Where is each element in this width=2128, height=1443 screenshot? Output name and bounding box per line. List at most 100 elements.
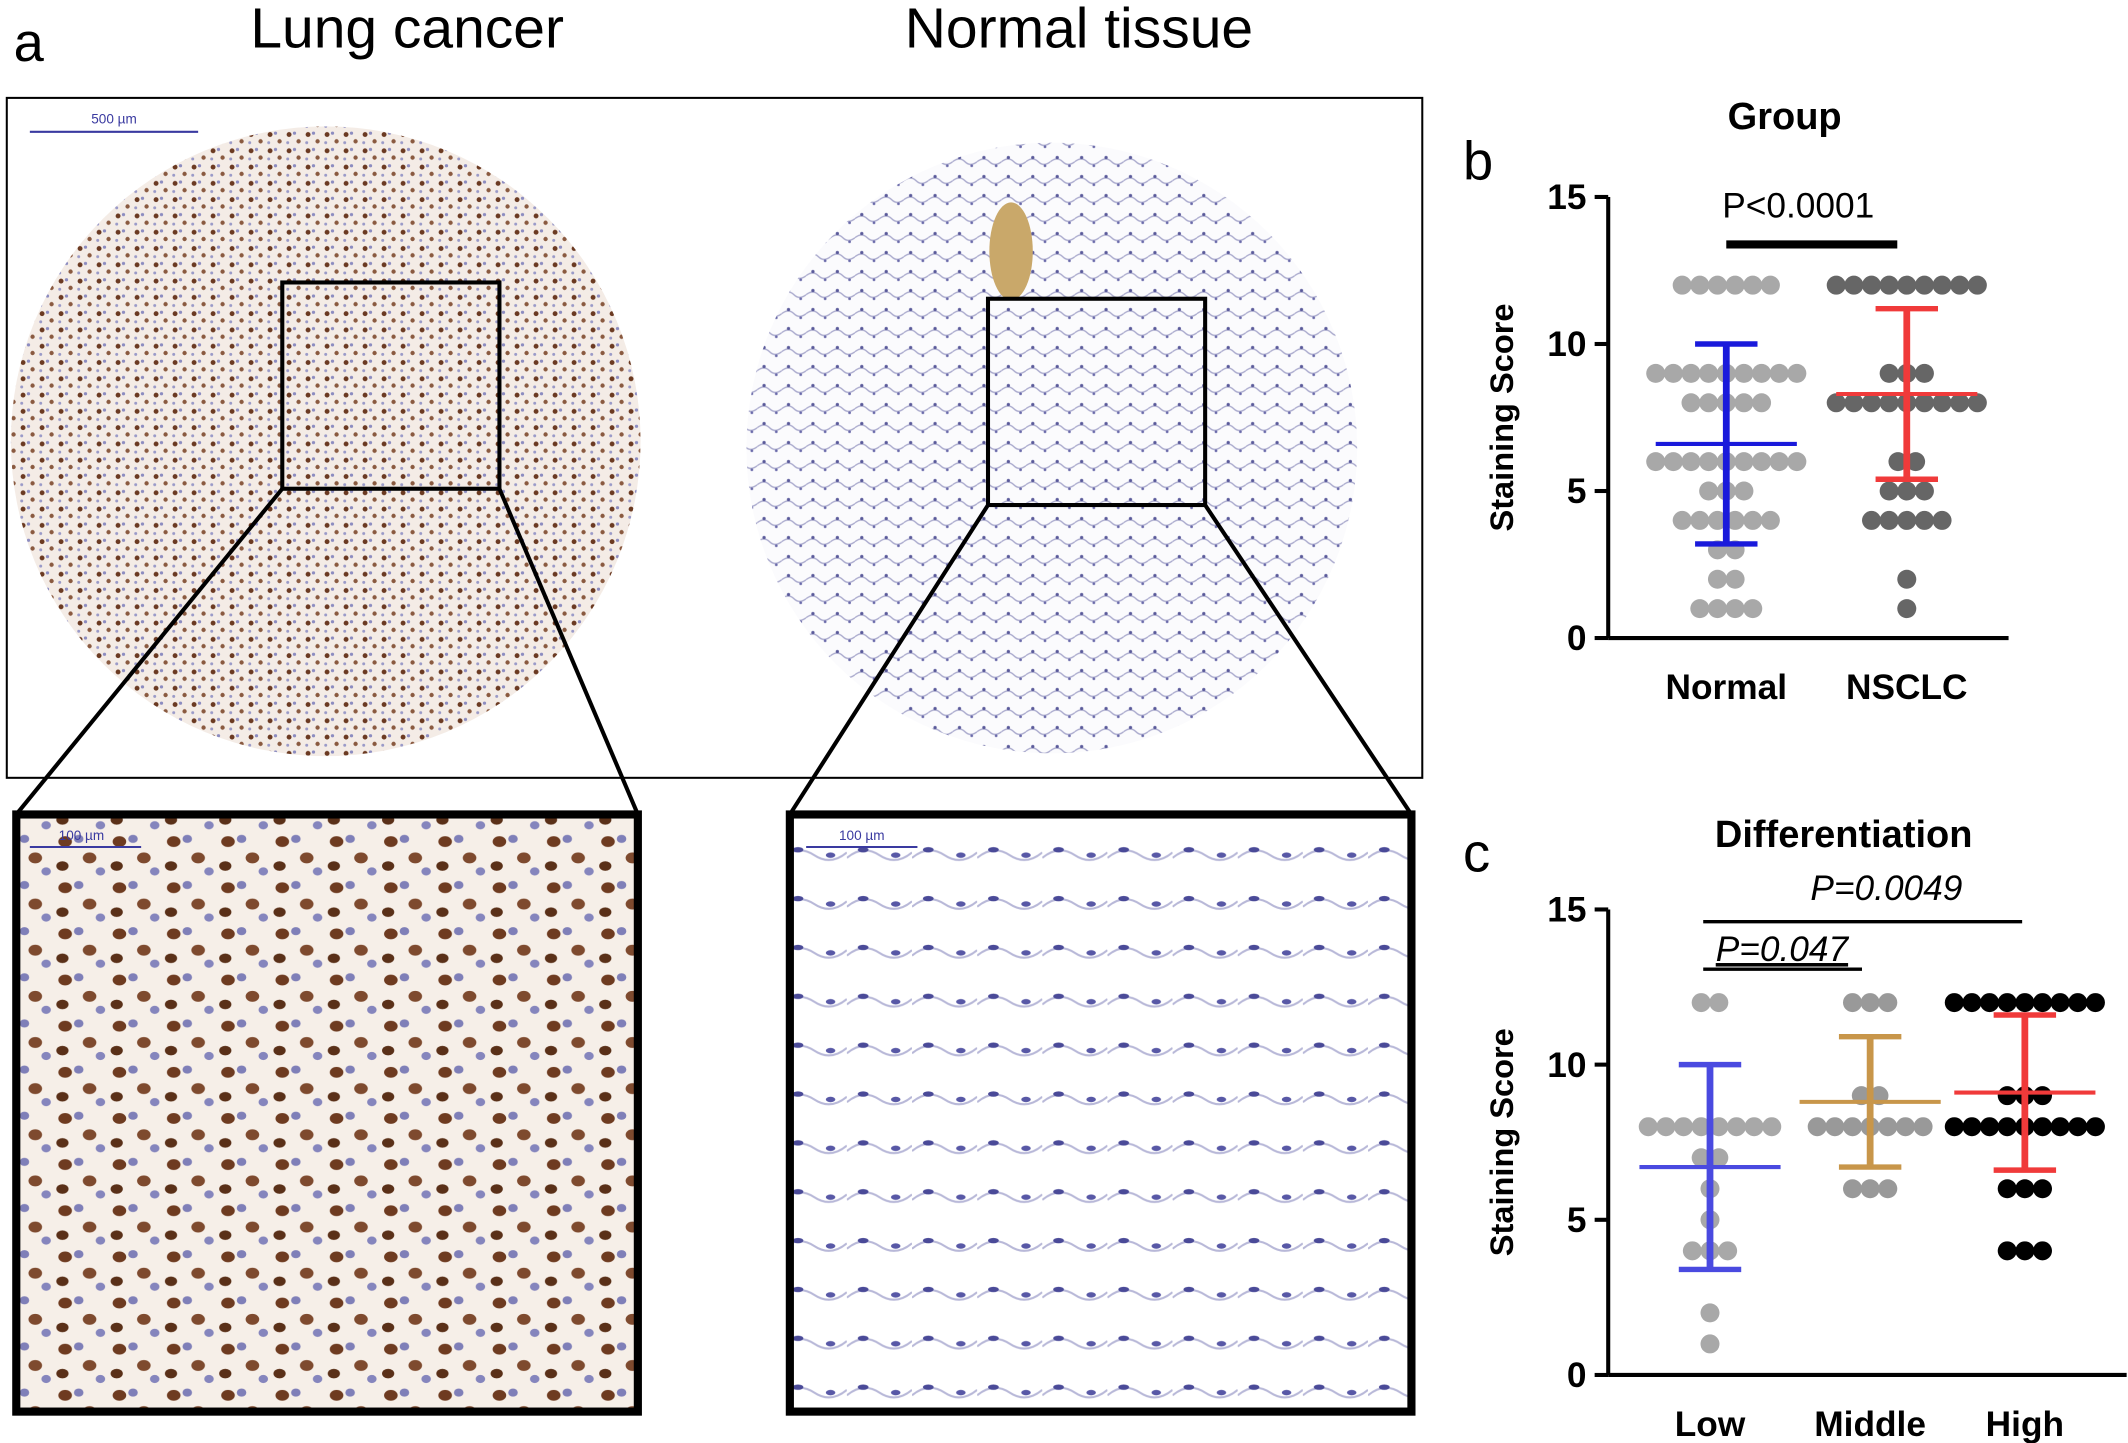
data-point	[1879, 275, 1899, 295]
data-point	[1997, 1117, 2017, 1137]
data-point	[1888, 452, 1908, 472]
data-point	[1826, 275, 1846, 295]
data-point	[1997, 1179, 2017, 1199]
y-tick-label: 15	[1547, 178, 1586, 217]
data-point	[1744, 1117, 1764, 1137]
panel-label: a	[14, 12, 45, 73]
data-point	[1699, 481, 1719, 501]
data-point	[1707, 510, 1727, 530]
data-point	[1734, 363, 1754, 383]
data-point	[1906, 452, 1926, 472]
data-point	[1707, 569, 1727, 589]
x-tick-label: High	[1986, 1405, 2064, 1443]
data-point	[1895, 1117, 1915, 1137]
data-point	[1691, 993, 1711, 1013]
data-point	[1944, 993, 1964, 1013]
tumor-zoom	[12, 810, 642, 1416]
data-point	[1932, 275, 1952, 295]
data-point	[1707, 599, 1727, 619]
data-point	[1914, 481, 1934, 501]
data-point	[1980, 1117, 2000, 1137]
data-point	[1807, 1117, 1827, 1137]
data-point	[1726, 1117, 1746, 1137]
data-point	[1932, 393, 1952, 413]
data-point	[1914, 393, 1934, 413]
data-point	[1862, 393, 1881, 413]
data-point	[1769, 363, 1789, 383]
data-point	[1752, 393, 1772, 413]
data-point	[1672, 510, 1692, 530]
data-point	[1843, 993, 1862, 1013]
data-point	[1690, 599, 1710, 619]
data-point	[2033, 993, 2052, 1013]
data-point	[1897, 599, 1917, 619]
data-point	[1718, 1241, 1738, 1261]
data-point	[1663, 363, 1683, 383]
data-point	[1646, 452, 1666, 472]
data-point	[1762, 1117, 1782, 1137]
y-axis-label: Staining Score	[1484, 304, 1520, 532]
y-tick-label: 10	[1547, 1046, 1586, 1085]
data-point	[2015, 1241, 2035, 1261]
data-point	[1681, 452, 1701, 472]
data-point	[2015, 993, 2035, 1013]
data-point	[1950, 275, 1970, 295]
data-point	[2068, 1117, 2088, 1137]
p-value: P<0.0001	[1722, 186, 1874, 225]
data-point	[1725, 275, 1745, 295]
data-point	[1950, 393, 1970, 413]
data-point	[1734, 393, 1754, 413]
panel-label: c	[1463, 822, 1490, 883]
data-point	[2033, 1179, 2052, 1199]
data-point	[1691, 1148, 1711, 1168]
data-point	[1878, 1117, 1898, 1137]
data-point	[2050, 993, 2070, 1013]
data-point	[1734, 481, 1754, 501]
data-point	[1844, 393, 1864, 413]
data-point	[1914, 363, 1934, 383]
data-point	[1967, 275, 1987, 295]
data-point	[1997, 993, 2017, 1013]
data-point	[1878, 993, 1898, 1013]
tumor-core	[10, 126, 641, 757]
tissue-feature	[989, 202, 1033, 301]
data-point	[1980, 993, 2000, 1013]
y-axis-label: Staining Score	[1484, 1028, 1520, 1256]
data-point	[1725, 569, 1745, 589]
data-point	[1690, 275, 1710, 295]
data-point	[1844, 275, 1864, 295]
data-point	[1707, 275, 1727, 295]
data-point	[1734, 452, 1754, 472]
p-value: P=0.0049	[1810, 869, 1962, 908]
x-tick-label: Low	[1675, 1405, 1746, 1443]
data-point	[1962, 1117, 1982, 1137]
data-point	[1879, 393, 1899, 413]
data-point	[1897, 481, 1917, 501]
data-point	[1862, 275, 1881, 295]
data-point	[1825, 1117, 1845, 1137]
data-point	[2068, 993, 2088, 1013]
zoom-line	[1203, 503, 1414, 816]
data-point	[2050, 1117, 2070, 1137]
data-point	[1879, 481, 1899, 501]
column-title: Lung cancer	[250, 0, 564, 61]
data-point	[1743, 510, 1763, 530]
data-point	[1897, 569, 1917, 589]
data-point	[1656, 1117, 1676, 1137]
data-point	[1663, 452, 1683, 472]
data-point	[1709, 1117, 1729, 1137]
data-point	[1860, 993, 1880, 1013]
data-point	[1646, 363, 1666, 383]
data-point	[1700, 1303, 1720, 1323]
y-tick-label: 0	[1567, 1356, 1587, 1395]
data-point	[1699, 452, 1719, 472]
data-point	[1913, 1117, 1933, 1137]
y-tick-label: 10	[1547, 325, 1586, 364]
data-point	[1682, 1241, 1702, 1261]
data-point	[1752, 452, 1772, 472]
data-point	[2085, 993, 2105, 1013]
data-point	[1962, 993, 1982, 1013]
data-point	[1944, 1117, 1964, 1137]
